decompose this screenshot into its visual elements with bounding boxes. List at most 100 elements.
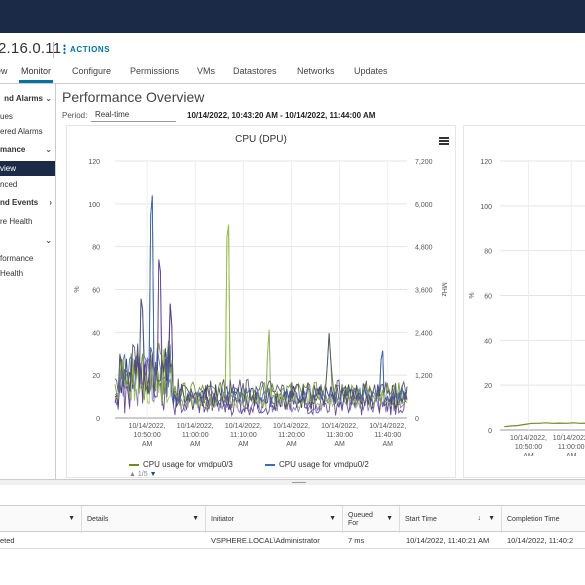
hamburger-menu-icon[interactable]	[439, 137, 449, 145]
y2-tick-label: 1,200	[415, 373, 433, 380]
tab-configure[interactable]: Configure	[72, 66, 112, 76]
sidebar-group-issues-alarms[interactable]: nd Alarms ⌄	[0, 91, 55, 106]
filter-icon[interactable]: ▼	[329, 515, 336, 522]
sidebar-item-vsan-health[interactable]: Health	[0, 269, 24, 278]
chart-title: CPU (DPU)	[235, 134, 287, 145]
y-tick-label: 80	[92, 245, 100, 252]
sidebar-item-overview[interactable]: view	[0, 161, 55, 176]
tab-permissions[interactable]: Permissions	[130, 66, 180, 76]
header-divider	[53, 42, 54, 58]
monitor-sidebar: nd Alarms ⌄ ues ered Alarms mance ⌄ view…	[0, 84, 56, 479]
y-tick-label: 60	[484, 294, 492, 301]
chart-card-cpu: CPU (DPU) 0 0 20 1,200 40 2,400 60 3,600 80 4,800…	[66, 125, 456, 478]
column-status[interactable]: ▼	[0, 506, 81, 533]
tab-networks[interactable]: Networks	[297, 66, 335, 76]
sidebar-item-advanced[interactable]: nced	[0, 180, 18, 189]
column-details[interactable]: Details ▼	[81, 506, 205, 533]
x-tick-label: AM	[190, 441, 201, 448]
x-tick-label: 11:40:00	[374, 432, 401, 439]
x-tick-label: AM	[142, 441, 153, 448]
x-tick-label: AM	[286, 441, 297, 448]
x-tick-label: 10:50:00	[133, 432, 160, 439]
tab-vms[interactable]: VMs	[197, 66, 215, 76]
legend-item[interactable]: CPU usage for vmdpu0/2	[265, 460, 369, 469]
sidebar-item-vsan-performance[interactable]: formance	[0, 254, 34, 263]
page-title: Performance Overview	[62, 89, 205, 105]
cell-completion-time: 10/14/2022, 11:40:2	[507, 536, 574, 545]
vertical-dots-icon	[63, 44, 66, 54]
y2-axis-label: MHz	[440, 282, 447, 297]
series-line	[114, 195, 408, 406]
y-tick-label: 20	[92, 373, 100, 380]
x-tick-label: 10/14/2022,	[553, 435, 585, 442]
legend-item[interactable]: CPU usage for vmdpu0/3	[129, 460, 233, 469]
x-tick-label: AM	[566, 453, 577, 456]
legend-pager[interactable]: ▲ 1/5 ▼	[129, 471, 157, 478]
series-line	[114, 298, 408, 408]
y2-tick-label: 2,400	[415, 330, 433, 337]
sort-down-icon[interactable]: ↓	[477, 515, 482, 522]
chevron-down-icon: ⌄	[45, 236, 52, 245]
table-row[interactable]: eted VSPHERE.LOCAL\Administrator 7 ms 10…	[0, 532, 585, 549]
series-line	[114, 259, 408, 417]
series-line	[114, 224, 408, 403]
cell-queued-for: 7 ms	[348, 536, 365, 545]
x-tick-label: AM	[334, 441, 345, 448]
y2-tick-label: 7,200	[415, 159, 433, 166]
y-tick-label: 60	[92, 288, 100, 295]
date-range: 10/14/2022, 10:43:20 AM - 10/14/2022, 11…	[187, 111, 376, 120]
y-axis-label: %	[74, 286, 81, 292]
table-header: ▼ Details ▼ Initiator ▼ Queued For ▼ Sta…	[0, 505, 585, 533]
sidebar-group-tasks-events[interactable]: nd Events ›	[0, 195, 55, 210]
filter-icon[interactable]: ▼	[488, 515, 495, 522]
series-line	[504, 422, 585, 428]
recent-tasks-table: ▼ Details ▼ Initiator ▼ Queued For ▼ Sta…	[0, 505, 585, 585]
x-tick-label: 11:00:00	[182, 432, 209, 439]
x-tick-label: 11:00:00	[558, 444, 585, 451]
x-tick-label: 11:30:00	[326, 432, 353, 439]
filter-icon[interactable]: ▼	[68, 515, 75, 522]
cell-initiator: VSPHERE.LOCAL\Administrator	[211, 536, 320, 545]
series-line	[114, 195, 408, 411]
object-title: 2.16.0.11	[0, 40, 62, 57]
series-line	[114, 224, 408, 410]
column-initiator[interactable]: Initiator ▼	[205, 506, 342, 533]
pager-up-icon[interactable]: ▲	[129, 471, 136, 478]
column-start-time[interactable]: Start Time ↓ ▼	[399, 506, 501, 533]
drag-handle[interactable]	[292, 482, 306, 483]
x-tick-label: AM	[238, 441, 249, 448]
x-tick-label: 10/14/2022,	[321, 423, 358, 430]
y-tick-label: 120	[88, 159, 100, 166]
x-tick-label: 10/14/2022,	[273, 423, 310, 430]
y2-tick-label: 4,800	[415, 245, 433, 252]
x-tick-label: 10/14/2022,	[225, 423, 262, 430]
pager-down-icon[interactable]: ▼	[149, 471, 157, 478]
tab-datastores[interactable]: Datastores	[233, 66, 277, 76]
filter-icon[interactable]: ▼	[192, 515, 199, 522]
sidebar-item-all-issues[interactable]: ues	[0, 112, 13, 121]
sidebar-item-triggered-alarms[interactable]: ered Alarms	[0, 127, 43, 136]
actions-menu-button[interactable]: ACTIONS	[63, 44, 110, 54]
tab-updates[interactable]: Updates	[354, 66, 388, 76]
x-tick-label: 10:50:00	[515, 444, 542, 451]
y-tick-label: 40	[484, 338, 492, 345]
legend-swatch	[265, 463, 275, 466]
tab-monitor[interactable]: Monitor	[18, 66, 54, 83]
x-tick-label: 10/14/2022,	[369, 423, 406, 430]
period-select[interactable]: Real-time	[91, 108, 176, 122]
x-tick-label: 11:20:00	[278, 432, 305, 439]
tab-summary[interactable]: iew	[0, 66, 8, 76]
y-axis-label: %	[469, 292, 476, 298]
panel-splitter[interactable]	[0, 479, 585, 485]
filter-icon[interactable]: ▼	[386, 515, 393, 522]
sidebar-group-vsan[interactable]: ⌄	[0, 233, 55, 248]
chevron-right-icon: ›	[49, 198, 52, 207]
object-tabs: iew Monitor Configure Permissions VMs Da…	[0, 62, 585, 84]
x-tick-label: 10/14/2022,	[510, 435, 547, 442]
sidebar-item-hardware-health[interactable]: re Health	[0, 217, 33, 226]
column-completion-time[interactable]: Completion Time	[501, 506, 585, 533]
secondary-chart: 0 20 40 60 80 100 120 10/14/2022, 10:50:00 AM 10/1…	[469, 159, 585, 456]
y-tick-label: 100	[480, 204, 492, 211]
column-queued-for[interactable]: Queued For ▼	[342, 506, 399, 533]
sidebar-group-performance[interactable]: mance ⌄	[0, 142, 55, 157]
